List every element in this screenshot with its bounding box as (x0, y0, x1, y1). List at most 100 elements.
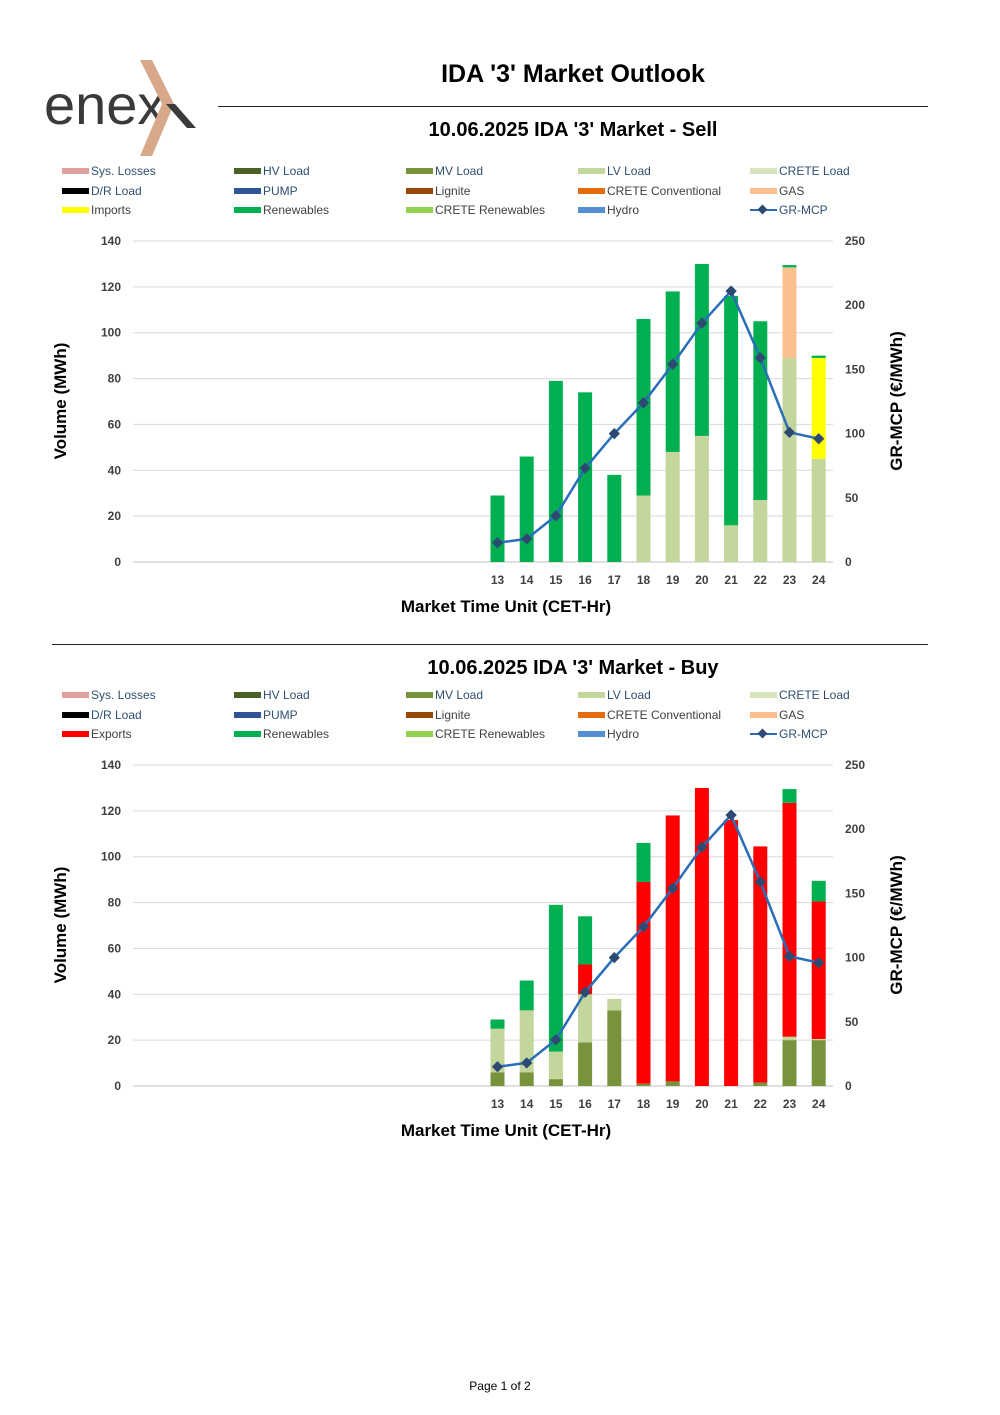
legend-item-mv-load: MV Load (406, 688, 483, 702)
legend-label: CRETE Conventional (607, 183, 722, 198)
legend-swatch (62, 187, 89, 194)
legend-item-mv-load: MV Load (406, 164, 483, 178)
y2-tick-label: 50 (845, 491, 859, 505)
legend-swatch (406, 168, 433, 174)
legend-swatch (578, 168, 605, 174)
mcp-point-22 (754, 352, 766, 364)
x-tick-label: 14 (520, 573, 534, 587)
buy-chart-title: 10.06.2025 IDA '3' Market - Buy (427, 657, 719, 679)
page-title: IDA '3' Market Outlook (441, 60, 705, 88)
y-axis-title: Volume (MWh) (51, 867, 70, 984)
y-tick-label: 100 (101, 850, 121, 864)
legend-label: Sys. Losses (91, 688, 156, 702)
legend-label: PUMP (263, 183, 298, 198)
legend-swatch (750, 711, 777, 718)
bar-exports-23 (782, 802, 797, 1037)
bar-mv-load-18 (636, 1083, 651, 1086)
legend-label: LV Load (607, 164, 651, 178)
y2-axis-title: GR-MCP (€/MWh) (887, 331, 906, 470)
mcp-line (497, 288, 819, 544)
legend-swatch (234, 711, 261, 718)
bar-exports-19 (665, 815, 680, 1082)
bar-gas-23 (782, 267, 797, 358)
sell-legend: Sys. Losses HV Load MV Load LV Load CRETE Lo… (62, 164, 922, 224)
y-tick-label: 20 (108, 509, 122, 523)
legend-swatch (62, 711, 89, 718)
legend-item-lignite: Lignite (406, 184, 470, 198)
bar-renewables-16 (578, 392, 593, 562)
legend-swatch (62, 692, 89, 698)
x-tick-label: 19 (666, 573, 680, 587)
x-tick-label: 18 (637, 573, 651, 587)
legend-swatch (750, 187, 777, 194)
legend-label: HV Load (263, 688, 310, 702)
legend-swatch (750, 728, 777, 740)
bar-renewables-24 (811, 880, 826, 902)
title-divider (218, 106, 928, 107)
legend-label: Hydro (607, 727, 640, 741)
bar-lv-load-22 (753, 500, 768, 562)
legend-label: MV Load (435, 164, 484, 178)
bar-renewables-14 (519, 456, 534, 562)
legend-swatch (406, 711, 433, 718)
bar-lv-load-23 (782, 1036, 797, 1041)
legend-swatch (750, 692, 777, 698)
logo-text: enex (44, 73, 165, 136)
legend-swatch (578, 711, 605, 718)
legend-item-sys-losses: Sys. Losses (62, 164, 156, 178)
bar-mv-load-13 (490, 1072, 505, 1086)
bar-lv-load-23 (782, 357, 797, 562)
bar-renewables-17 (607, 474, 622, 562)
y-tick-label: 0 (114, 1079, 121, 1093)
y-tick-label: 60 (108, 941, 122, 955)
legend-swatch (62, 731, 89, 737)
legend-label: D/R Load (91, 707, 142, 722)
bar-renewables-15 (548, 380, 563, 562)
legend-label: Imports (91, 203, 132, 217)
x-tick-label: 21 (724, 573, 738, 587)
x-tick-label: 22 (754, 573, 768, 587)
y2-tick-label: 0 (845, 1079, 852, 1093)
x-tick-label: 14 (520, 1097, 534, 1111)
legend-label: CRETE Conventional (607, 707, 722, 722)
bar-lv-load-20 (694, 435, 709, 562)
legend-label: Lignite (435, 183, 471, 198)
bar-renewables-15 (548, 904, 563, 1052)
legend-item-sys-losses: Sys. Losses (62, 688, 156, 702)
legend-swatch (234, 207, 261, 213)
bar-mv-load-15 (548, 1079, 563, 1086)
legend-swatch (62, 168, 89, 174)
mcp-point-13 (491, 1061, 504, 1073)
legend-item-lignite: Lignite (406, 708, 470, 722)
legend-swatch (62, 207, 89, 213)
bar-renewables-13 (490, 1019, 505, 1029)
mcp-point-23 (783, 426, 796, 438)
x-axis-title: Market Time Unit (CET-Hr) (401, 1121, 611, 1140)
section-divider (52, 644, 928, 645)
legend-label: GR-MCP (779, 203, 828, 217)
buy-chart: 0 20 40 60 80 100 120 140 0 50 100 150 200 250 13 14 15 1… (51, 758, 906, 1140)
mcp-point-14 (521, 1057, 533, 1069)
legend-label: Renewables (263, 727, 330, 741)
x-tick-label: 18 (637, 1097, 651, 1111)
legend-label: GR-MCP (779, 727, 828, 741)
y2-tick-label: 150 (845, 886, 865, 900)
mcp-point-18 (637, 397, 650, 409)
legend-item-imports: Imports (62, 203, 131, 217)
legend-label: GAS (779, 183, 805, 198)
x-tick-label: 16 (578, 1097, 592, 1111)
sell-chart: 0 20 40 60 80 100 120 140 0 50 100 150 200 250 13 14 15 1… (51, 234, 906, 616)
bar-imports-24 (811, 357, 826, 459)
x-tick-label: 17 (608, 573, 622, 587)
mcp-point-13 (491, 537, 504, 549)
y2-tick-label: 200 (845, 822, 865, 836)
legend-swatch (406, 692, 433, 698)
bar-lv-load-24 (811, 458, 826, 562)
mcp-point-24 (813, 957, 825, 969)
bar-lv-load-21 (724, 525, 739, 562)
legend-swatch (234, 731, 261, 737)
bar-renewables-23 (782, 789, 797, 803)
legend-item-renewables: Renewables (234, 727, 329, 741)
legend-item-gr-mcp: GR-MCP (750, 727, 828, 741)
mcp-point-15 (550, 1034, 562, 1046)
